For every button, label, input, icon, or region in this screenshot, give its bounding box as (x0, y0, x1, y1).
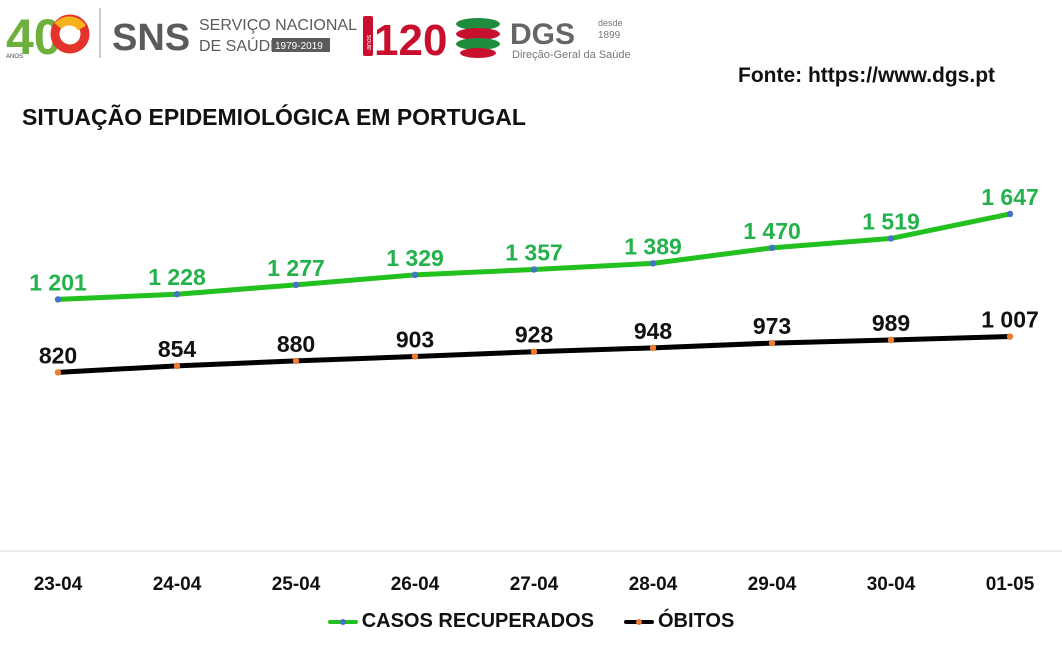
dgs-abbr: DGS (510, 18, 575, 51)
data-point-recovered (1006, 210, 1014, 218)
data-point-deaths (292, 357, 300, 365)
sns-years-badge (272, 38, 330, 52)
x-tick-label: 27-04 (510, 574, 559, 595)
sns-years: 1979-2019 (275, 41, 323, 52)
sns-line1: SERVIÇO NACIONAL (199, 17, 357, 34)
logo-sns: SNS SERVIÇO NACIONAL DE SAÚDE 1979-2019 (112, 17, 357, 59)
dgs-since-2: 1899 (598, 30, 621, 41)
data-label-recovered: 1 470 (743, 218, 801, 244)
dgs-since-1: desde (598, 18, 623, 28)
logo-dgs: anos 120 DGS desde 1899 Direção-Geral da… (363, 16, 631, 65)
data-point-recovered (530, 266, 538, 273)
x-tick-label: 26-04 (391, 574, 440, 595)
x-tick-label: 24-04 (153, 574, 202, 595)
header-logos: 40 ANOS SNS SERVIÇO NACIONAL DE SAÚDE 19… (6, 8, 631, 65)
x-tick-label: 25-04 (272, 574, 321, 595)
data-label-recovered: 1 647 (981, 184, 1039, 210)
data-label-recovered: 1 519 (862, 208, 920, 234)
series-layer: 1 201 1 228 1 277 1 329 1 357 1 389 1 470 1 519… (29, 184, 1039, 376)
data-point-recovered (411, 271, 419, 279)
data-label-recovered: 1 228 (148, 264, 206, 290)
data-point-recovered (173, 291, 181, 298)
legend-item-recovered: CASOS RECUPERADOS (327, 610, 594, 633)
data-label-deaths: 928 (515, 322, 554, 348)
data-point-deaths (768, 339, 776, 347)
data-point-deaths (173, 362, 181, 370)
x-tick-label: 23-04 (34, 574, 83, 595)
data-label-deaths: 820 (39, 342, 77, 368)
data-label-recovered: 1 329 (386, 245, 444, 271)
data-point-deaths (887, 336, 895, 344)
data-point-recovered (292, 281, 300, 289)
data-label-deaths: 973 (753, 313, 791, 339)
data-label-recovered: 1 357 (505, 239, 563, 265)
dgs-small: anos (366, 34, 373, 50)
legend-swatch-deaths (623, 618, 654, 625)
dgs-number: 120 (374, 16, 447, 65)
data-point-recovered (54, 296, 62, 303)
legend-label-recovered: CASOS RECUPERADOS (361, 610, 594, 632)
chart-title: SITUAÇÃO EPIDEMIOLÓGICA EM PORTUGAL (22, 104, 526, 130)
data-label-recovered: 1 389 (624, 233, 682, 259)
data-point-recovered (887, 235, 895, 242)
data-label-deaths: 854 (158, 336, 197, 362)
x-tick-labels: 23-04 24-04 25-04 26-04 27-04 28-04 29-04 30-04… (34, 574, 1035, 595)
legend-swatch-recovered (327, 618, 358, 625)
data-label-deaths: 948 (634, 318, 673, 344)
data-point-deaths (1006, 333, 1014, 340)
data-label-deaths: 880 (277, 331, 315, 357)
x-tick-label: 28-04 (629, 574, 678, 595)
sns-line2: DE SAÚDE (199, 36, 281, 55)
data-point-recovered (768, 244, 776, 252)
logo-40-arc-icon (54, 16, 86, 31)
data-point-deaths (530, 348, 538, 355)
logo-40-anos: 40 ANOS (6, 9, 90, 65)
logo-40-small: ANOS (6, 54, 23, 60)
line-chart: 1 201 1 228 1 277 1 329 1 357 1 389 1 470 1 519… (0, 184, 1062, 595)
dgs-emblem-icon (456, 18, 500, 58)
dgs-name: Direção-Geral da Saúde (512, 49, 631, 61)
sns-abbr: SNS (112, 17, 190, 59)
data-label-deaths: 989 (872, 310, 910, 336)
x-tick-label: 01-05 (986, 574, 1035, 595)
legend: CASOS RECUPERADOS ÓBITOS (0, 610, 1062, 633)
legend-item-deaths: ÓBITOS (623, 610, 735, 633)
data-point-deaths (649, 344, 657, 352)
data-point-deaths (411, 353, 419, 360)
source-label: Fonte: https://www.dgs.pt (738, 64, 996, 87)
data-label-recovered: 1 277 (267, 255, 325, 281)
x-tick-label: 30-04 (867, 574, 916, 595)
data-label-recovered: 1 201 (29, 269, 87, 295)
data-label-deaths: 903 (396, 326, 434, 352)
data-point-recovered (649, 260, 657, 267)
data-label-deaths: 1 007 (981, 307, 1039, 333)
legend-label-deaths: ÓBITOS (657, 610, 735, 632)
data-point-deaths (54, 369, 62, 376)
x-tick-label: 29-04 (748, 574, 797, 595)
dgs-anos-tab (363, 16, 373, 56)
